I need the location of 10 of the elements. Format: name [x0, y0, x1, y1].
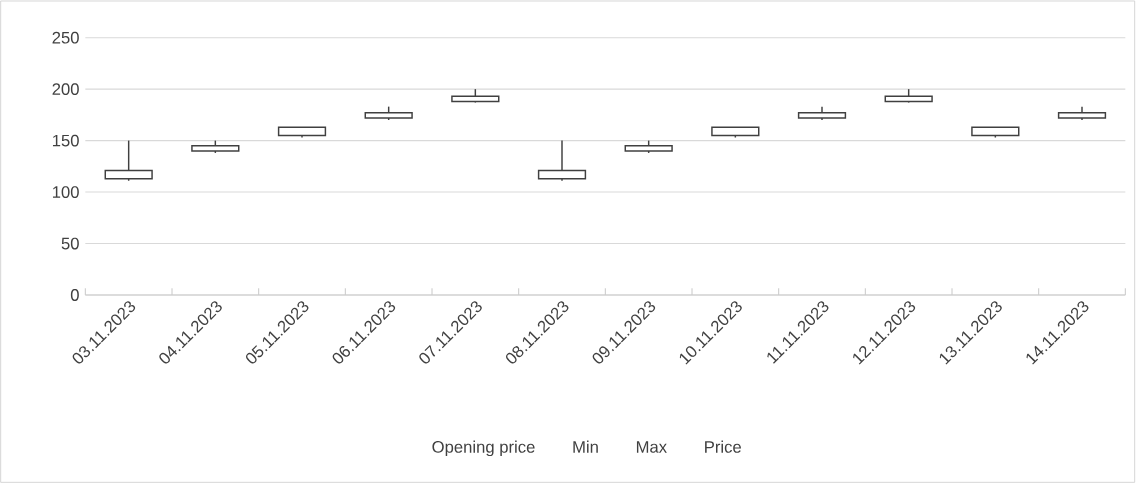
y-tick-label: 250: [52, 31, 79, 44]
text: Min: [573, 440, 598, 453]
y-tick-label: 0: [70, 289, 79, 301]
y-tick-label: 200: [52, 83, 79, 96]
text: Opening price: [432, 440, 535, 457]
y-tick-label: 150: [52, 134, 79, 147]
text: Max: [636, 441, 667, 453]
text: Price: [705, 440, 741, 453]
y-tick-label: 100: [52, 186, 79, 198]
y-tick-label: 50: [61, 237, 79, 250]
